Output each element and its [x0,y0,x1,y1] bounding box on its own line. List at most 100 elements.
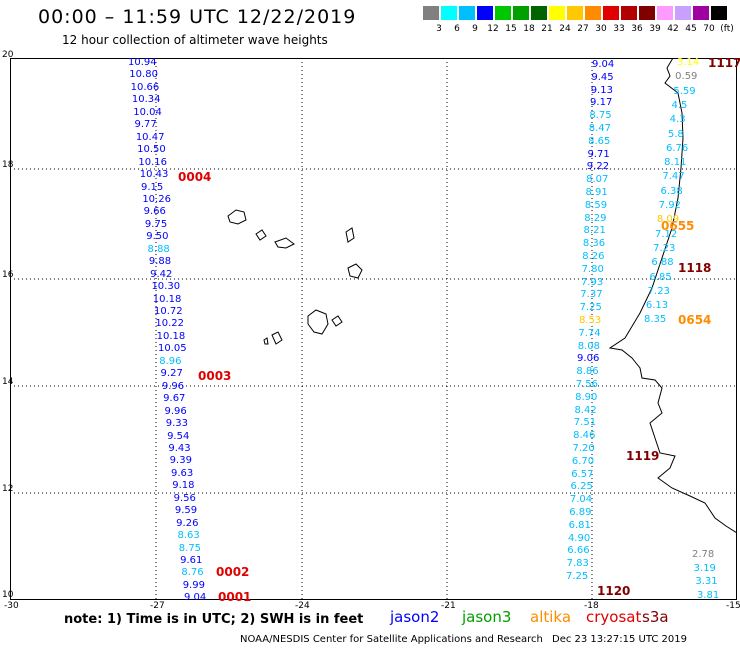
wave-height-value: 7.04 [569,494,593,506]
island-outline [227,209,247,225]
track-time-label: 1120 [597,584,631,598]
wave-height-value: 9.43 [168,442,191,454]
island-outline [345,227,355,243]
wave-height-value: 10.22 [155,318,184,330]
wave-height-value: 9.42 [150,268,173,280]
wave-height-value: 9.26 [176,517,199,529]
wave-height-value: 5.8 [667,128,684,140]
wave-height-value: 6.25 [570,481,593,493]
scale-tick-label: 3 [436,24,442,34]
wave-height-value: 9.67 [163,393,186,405]
wave-height-value: 9.15 [141,181,164,193]
wave-height-value: 9.06 [577,353,600,365]
mission-label-jason2: jason2 [390,608,440,626]
scale-swatch [585,6,601,20]
island-outline [347,263,363,279]
wave-height-value: 9.39 [169,455,192,467]
wave-height-value: 7.12 [655,228,678,240]
x-axis-tick-label: -15 [726,601,740,611]
scale-tick-label: (ft) [720,24,734,34]
island-outline [331,315,343,327]
wave-height-value: 8.75 [178,542,202,554]
scale-swatch [459,6,475,20]
wave-height-value: 8.59 [584,199,608,211]
wave-height-value: 4.3 [669,114,686,126]
wave-height-value: 8.29 [584,212,607,224]
y-axis-tick-label: 20 [2,50,14,60]
scale-swatch [423,6,439,20]
wave-height-value: 3.81 [697,589,720,601]
map-frame [10,57,738,600]
wave-height-value: 10.05 [157,343,187,355]
wave-height-value: 8.42 [574,404,597,416]
wave-height-value: 6.81 [568,519,591,531]
wave-height-value: 9.18 [172,480,195,492]
wave-height-value: 8.75 [589,110,612,122]
scale-tick-label: 30 [595,24,607,34]
wave-height-value: 6.13 [645,300,669,312]
wave-height-value: 5.59 [673,85,696,97]
track-time-label: 0004 [178,170,212,184]
scale-swatch [441,6,457,20]
track-time-label: 0655 [661,219,695,233]
wave-height-value: 7.93 [580,276,604,288]
mission-label-altika: altika [530,608,572,626]
x-axis-tick-label: -27 [150,601,165,611]
wave-height-value: 8.09 [656,214,680,226]
wave-height-value: 7.23 [647,285,670,297]
wave-height-value: 8.46 [573,430,596,442]
wave-height-value: 10.16 [138,156,168,168]
scale-tick-label: 42 [667,24,679,34]
wave-height-value: 8.47 [588,123,612,134]
wave-height-value: 8.21 [583,225,606,237]
scale-tick-label: 9 [472,24,478,34]
y-axis-tick-label: 18 [2,160,14,170]
wave-height-value: 4.90 [567,532,591,544]
scale-swatch [495,6,511,20]
wave-height-value: 7.25 [566,571,589,582]
y-axis-tick-label: 10 [2,590,14,600]
map-title: 00:00 – 11:59 UTC 12/22/2019 [38,6,357,28]
wave-height-value: 7.74 [578,327,601,339]
mission-label-jason3: jason3 [462,608,512,626]
wave-height-value: 10.80 [129,69,158,81]
wave-height-value: 8.35 [644,314,667,326]
wave-height-value: 10.66 [130,81,160,93]
wave-height-value: 10.72 [154,306,183,317]
y-axis-tick-label: 14 [2,377,14,387]
wave-height-value: 7.37 [580,289,603,301]
track-time-label: 1119 [626,449,660,463]
scale-swatch [657,6,673,20]
scale-tick-label: 39 [649,24,661,34]
coastline [608,57,738,534]
wave-height-value: 8.96 [159,355,182,367]
scale-swatch [621,6,637,20]
wave-height-value: 4.5 [671,99,688,111]
credit-text: NOAA/NESDIS Center for Satellite Applica… [240,634,543,645]
wave-height-value: 7.47 [662,171,685,183]
wave-height-value: 9.27 [160,368,183,380]
wave-height-value: 9.04 [592,59,615,70]
scale-tick-label: 36 [631,24,643,34]
wave-height-value: 8.88 [147,243,170,255]
wave-height-value: 8.65 [588,135,611,147]
wave-height-value: 8.63 [177,530,200,542]
scale-swatch [603,6,619,20]
y-axis-tick-label: 12 [2,484,14,494]
island-outline [255,229,267,241]
scale-tick-label: 45 [685,24,697,34]
island-outline [271,331,283,345]
scale-swatch [531,6,547,20]
scale-swatch [513,6,529,20]
map-border [10,58,737,600]
map-subtitle: 12 hour collection of altimeter wave hei… [62,33,328,47]
wave-height-value: 8.36 [582,238,606,250]
x-axis-tick-label: -21 [441,601,456,611]
y-axis-tick-label: 16 [2,270,14,280]
wave-height-value: 9.96 [164,405,187,417]
x-axis-tick-label: -18 [584,601,599,611]
track-time-label: 0654 [678,313,712,327]
wave-height-value: 7.23 [653,242,676,254]
wave-height-value: 6.70 [571,455,595,467]
wave-height-value: 6.88 [651,257,674,269]
